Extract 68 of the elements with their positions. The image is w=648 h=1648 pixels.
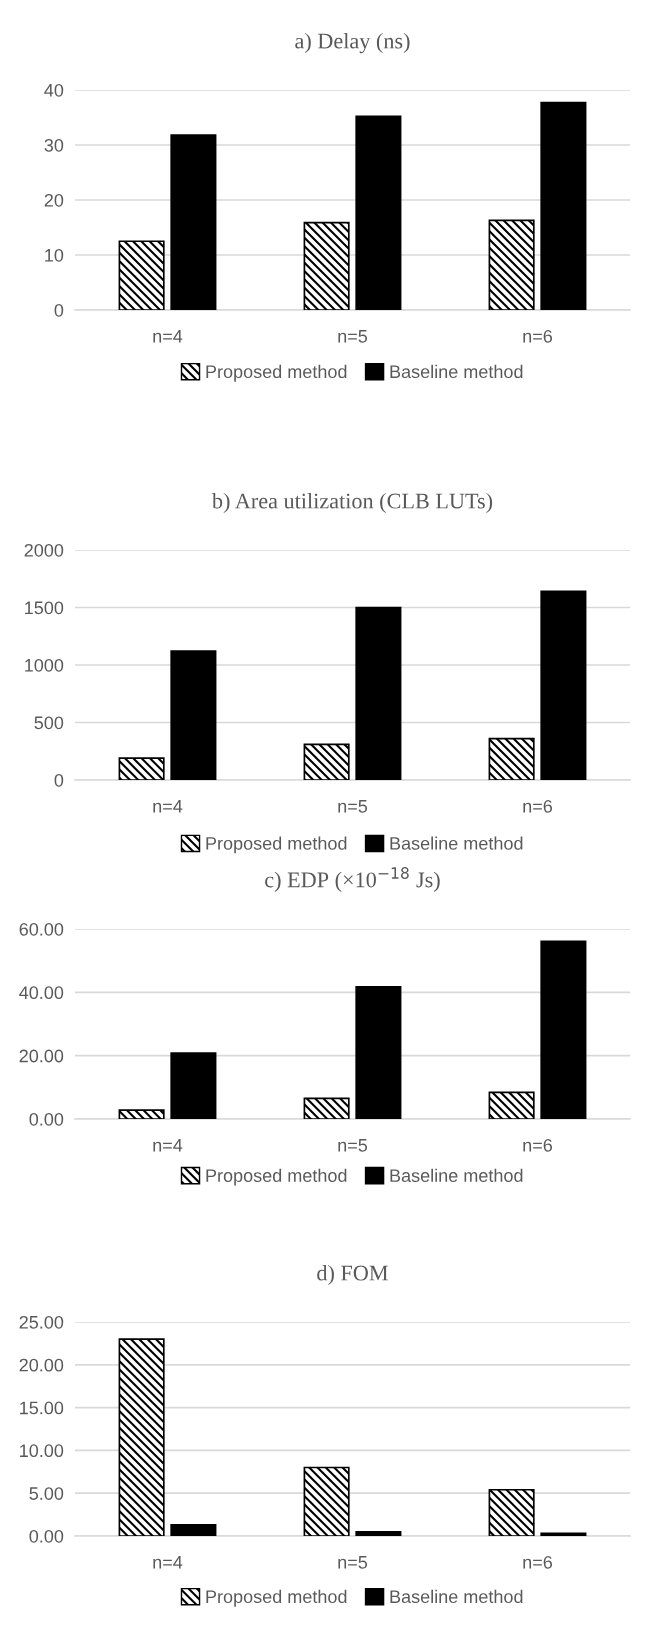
- y-tick-label: 0: [54, 773, 64, 787]
- legend-label: Proposed method: [206, 1589, 347, 1607]
- legend-label: Proposed method: [206, 836, 347, 854]
- x-tick-label: n=6: [523, 799, 553, 813]
- chart-title: c) EDP (×10$^{−18}$ Js): [265, 867, 440, 892]
- y-tick-label: 20.00: [19, 1358, 64, 1372]
- y-tick-label: 0.00: [29, 1529, 64, 1543]
- bar: [170, 650, 217, 780]
- y-tick-label: 20: [44, 193, 64, 207]
- legend-label: Proposed method: [206, 364, 347, 382]
- bar: [303, 221, 350, 310]
- legend-label: Baseline method: [390, 364, 523, 379]
- y-tick-label: 0.00: [29, 1112, 64, 1126]
- y-tick-label: 40: [44, 83, 64, 97]
- bar: [355, 115, 402, 310]
- bar: [118, 757, 165, 780]
- bar: [303, 743, 350, 780]
- x-tick-label: n=5: [338, 1139, 368, 1152]
- legend-label: Baseline method: [390, 1589, 523, 1604]
- bar: [118, 240, 165, 310]
- y-tick-label: 2000: [24, 543, 64, 557]
- bar: [540, 590, 587, 780]
- bar: [488, 1091, 535, 1119]
- bar: [303, 1097, 350, 1119]
- x-tick-label: n=5: [338, 800, 368, 813]
- bar: [540, 101, 587, 310]
- x-tick-label: n=6: [523, 1138, 553, 1152]
- bar: [170, 1524, 217, 1536]
- y-tick-label: 40.00: [19, 986, 64, 1000]
- bar: [170, 134, 217, 310]
- bar: [355, 986, 402, 1119]
- bar: [118, 1109, 165, 1119]
- chart-title: d) FOM: [317, 1264, 388, 1286]
- y-tick-label: 5.00: [29, 1487, 64, 1500]
- y-tick-label: 1000: [25, 658, 64, 672]
- bar: [488, 219, 535, 310]
- x-tick-label: n=4: [153, 800, 183, 813]
- bar: [540, 940, 587, 1119]
- bar: [355, 606, 402, 780]
- x-tick-label: n=4: [153, 1556, 183, 1569]
- y-tick-label: 25.00: [19, 1315, 64, 1329]
- bar: [118, 1338, 165, 1536]
- bar: [540, 1532, 587, 1536]
- x-tick-label: n=6: [523, 1555, 553, 1569]
- bar: [488, 1488, 535, 1536]
- legend-label: Proposed method: [206, 1168, 347, 1186]
- y-tick-label: 0: [54, 303, 64, 317]
- chart-title: a) Delay (ns): [295, 32, 410, 54]
- legend-label: Baseline method: [390, 836, 523, 850]
- bar: [488, 737, 535, 780]
- bar: [303, 1466, 350, 1536]
- x-tick-label: n=4: [153, 1139, 183, 1152]
- y-tick-label: 1500: [25, 601, 64, 615]
- y-tick-label: 30: [44, 138, 64, 152]
- y-tick-label: 500: [34, 716, 64, 730]
- y-tick-label: 10.00: [20, 1444, 64, 1458]
- x-tick-label: n=6: [523, 329, 553, 343]
- x-tick-label: n=5: [338, 1556, 368, 1569]
- y-tick-label: 60.00: [19, 922, 64, 936]
- y-tick-label: 15.00: [20, 1401, 64, 1415]
- x-tick-label: n=5: [338, 330, 368, 343]
- y-tick-label: 20.00: [19, 1049, 64, 1063]
- bar: [355, 1530, 402, 1536]
- legend-label: Baseline method: [390, 1168, 523, 1182]
- chart-title: b) Area utilization (CLB LUTs): [211, 492, 493, 514]
- y-tick-label: 10: [45, 248, 64, 262]
- x-tick-label: n=4: [153, 330, 183, 343]
- bar: [170, 1052, 217, 1119]
